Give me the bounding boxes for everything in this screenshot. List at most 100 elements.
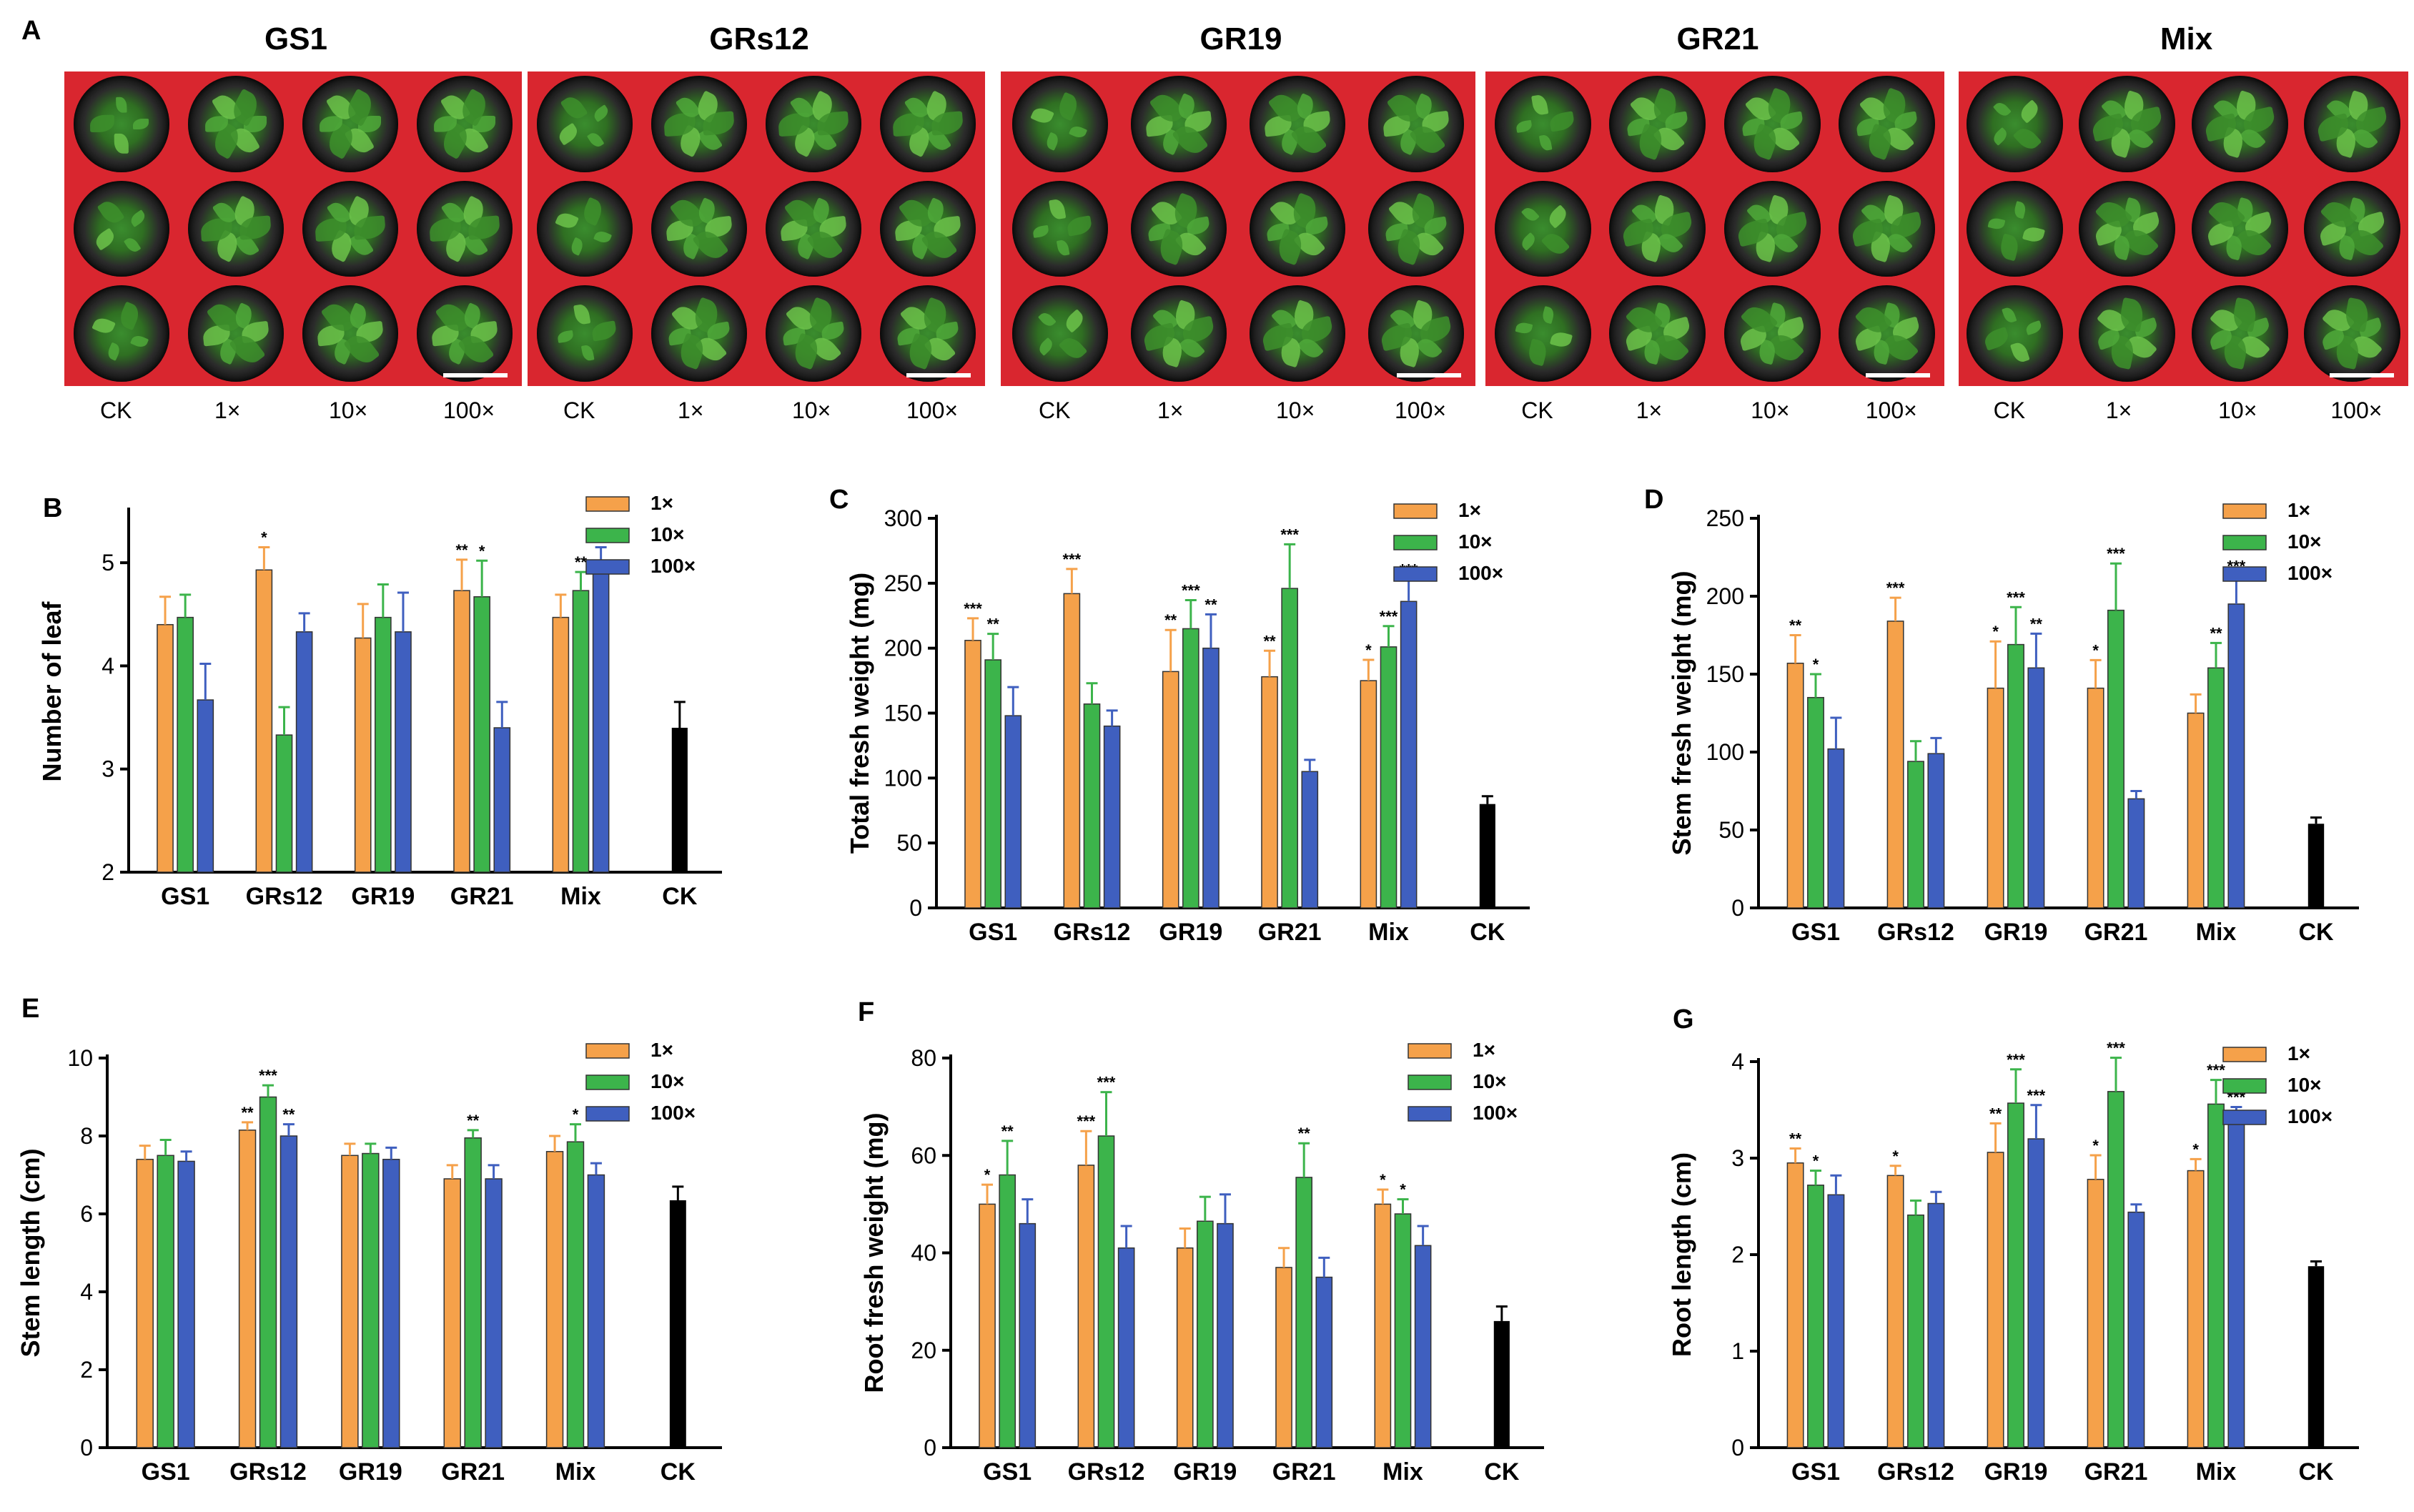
significance-label: * (2092, 641, 2099, 659)
bar (1295, 1177, 1312, 1448)
y-tick-label: 4 (80, 1279, 93, 1305)
x-tick-label: CK (2298, 1458, 2334, 1486)
legend-swatch (1393, 503, 1438, 519)
bar-ck (669, 1200, 686, 1448)
bar (572, 590, 590, 873)
scale-bar (443, 373, 508, 377)
pot (187, 75, 285, 172)
significance-label: ** (987, 616, 1000, 633)
significance-label: * (261, 529, 267, 547)
bar (443, 1178, 461, 1448)
scale-bar (1866, 373, 1930, 377)
pot (1723, 75, 1821, 172)
photo-label: 100× (1395, 397, 1447, 423)
bar (1927, 753, 1945, 909)
x-tick-label: GR19 (1984, 919, 2048, 946)
x-tick-label: GR19 (1173, 1458, 1237, 1486)
bar (1374, 1203, 1392, 1448)
bar (493, 727, 511, 873)
x-tick-label: Mix (1382, 1458, 1423, 1486)
photo-label: CK (1993, 397, 2026, 423)
legend-label: 100× (651, 555, 696, 577)
x-tick-label: GS1 (983, 1458, 1032, 1486)
pot (1723, 180, 1821, 277)
y-axis-label: Stem fresh weight (mg) (1667, 570, 1696, 855)
bar-ck (1493, 1320, 1510, 1448)
plant-photo-3 (1485, 71, 1944, 386)
legend-swatch (585, 496, 630, 512)
significance-label: * (1813, 656, 1819, 673)
bar (979, 1203, 996, 1448)
y-axis-label: Root length (cm) (1667, 1152, 1696, 1357)
y-tick-label: 80 (911, 1045, 936, 1071)
bar (545, 1151, 564, 1448)
significance-label: ** (282, 1106, 295, 1124)
bar (453, 590, 470, 873)
bar (1987, 687, 2004, 909)
pot (1494, 75, 1591, 172)
pot (1839, 285, 1936, 382)
bar (382, 1158, 400, 1448)
y-tick-label: 0 (1731, 1435, 1744, 1461)
legend-label: 10× (2287, 1074, 2322, 1096)
bar (999, 1174, 1016, 1448)
x-tick-label: GS1 (1791, 919, 1840, 946)
chart-c: 0 50 100 150 200 250 300 Total fresh weight (mg… (845, 499, 1530, 946)
significance-label: *** (1063, 550, 1082, 568)
y-tick-label: 100 (1706, 739, 1744, 765)
pot (1130, 75, 1227, 172)
significance-label: * (1892, 1147, 1899, 1165)
bar (1927, 1202, 1945, 1448)
bar (1281, 588, 1298, 909)
y-tick-label: 2 (102, 859, 114, 885)
pot (1130, 285, 1227, 382)
bar (1315, 1276, 1333, 1448)
bar (341, 1155, 359, 1448)
panel-letter-d: D (1644, 485, 1664, 515)
photo-title-3: GR21 (1676, 21, 1759, 56)
bar (1097, 1135, 1115, 1448)
significance-label: ** (1164, 611, 1177, 629)
photo-label: CK (1521, 397, 1553, 423)
bar (1827, 748, 1845, 909)
x-tick-label: GR19 (1984, 1458, 2048, 1486)
bar (1162, 671, 1179, 909)
legend-swatch (2222, 503, 2267, 519)
photo-label: 1× (214, 397, 241, 423)
significance-label: ** (1989, 1105, 2002, 1122)
bar (2107, 609, 2124, 909)
bar (255, 569, 273, 873)
pot (1011, 285, 1109, 382)
x-tick-label: GS1 (969, 919, 1017, 946)
x-tick-label: Mix (1368, 919, 1409, 946)
x-tick-label: GRs12 (246, 883, 323, 910)
plant-photo-2 (1001, 71, 1475, 386)
significance-label: * (1365, 641, 1372, 659)
legend-swatch (1393, 535, 1438, 550)
panel-letter-c: C (829, 485, 849, 515)
pot (1011, 75, 1109, 172)
bar (2127, 798, 2145, 909)
legend-label: 1× (1473, 1039, 1495, 1061)
bar (157, 623, 174, 873)
y-tick-label: 5 (102, 550, 114, 575)
pot (879, 285, 976, 382)
pot (536, 75, 633, 172)
pot (879, 180, 976, 277)
significance-label: *** (2107, 545, 2125, 563)
legend-swatch (585, 1106, 630, 1122)
pot (2303, 75, 2400, 172)
significance-label: *** (1077, 1112, 1096, 1130)
pot (1967, 285, 2064, 382)
photo-label: 100× (443, 397, 495, 423)
bar (1786, 662, 1804, 909)
pot (73, 75, 170, 172)
legend-swatch (2222, 535, 2267, 550)
x-tick-label: CK (1484, 1458, 1520, 1486)
panel-letter-g: G (1673, 1004, 1694, 1034)
y-tick-label: 50 (1718, 817, 1744, 843)
y-tick-label: 1 (1731, 1338, 1744, 1364)
bar (1176, 1247, 1194, 1448)
